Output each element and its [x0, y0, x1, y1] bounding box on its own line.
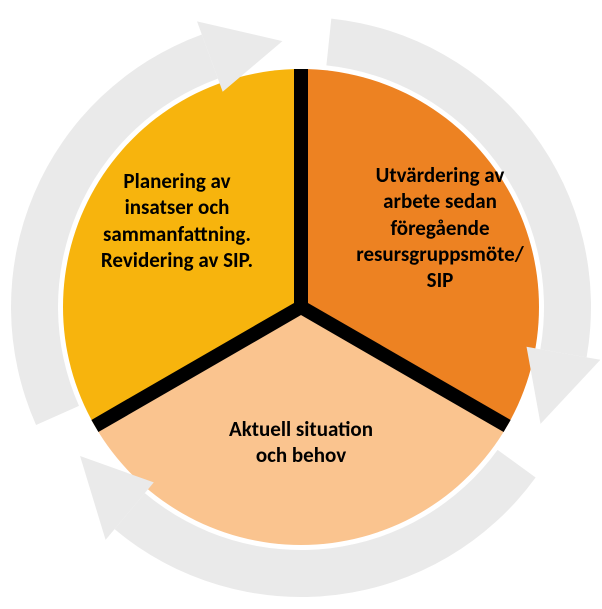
cycle-diagram: Utvärdering avarbete sedanföregåenderesu…	[0, 0, 602, 609]
diagram-svg	[0, 0, 602, 609]
